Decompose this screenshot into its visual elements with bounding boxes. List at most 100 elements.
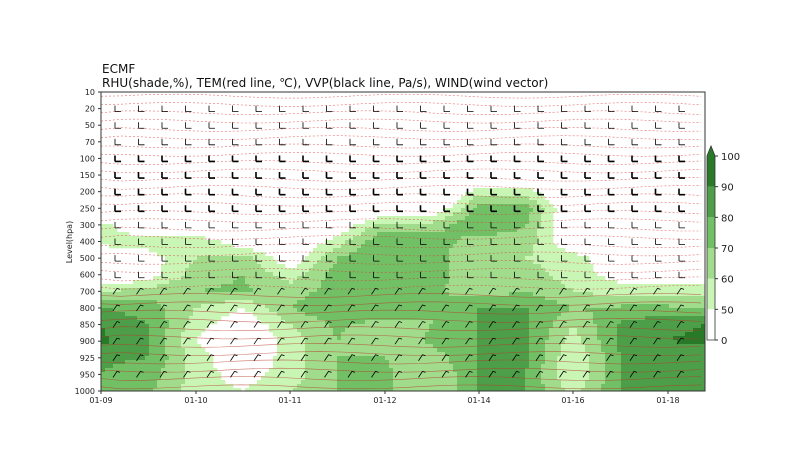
rhu-cell: [617, 320, 622, 325]
rhu-cell: [525, 232, 530, 237]
rhu-cell: [221, 252, 226, 257]
rhu-cell: [553, 360, 558, 365]
rhu-cell: [541, 368, 546, 373]
rhu-cell: [421, 228, 426, 233]
rhu-cell: [693, 300, 698, 305]
rhu-cell: [641, 288, 646, 293]
rhu-cell: [341, 296, 346, 301]
rhu-cell: [509, 356, 514, 361]
rhu-cell: [169, 344, 174, 349]
rhu-cell: [349, 368, 354, 373]
rhu-cell: [657, 356, 662, 361]
rhu-cell: [385, 224, 390, 229]
rhu-cell: [153, 336, 158, 341]
rhu-cell: [361, 264, 366, 269]
rhu-cell: [345, 236, 350, 241]
rhu-cell: [549, 240, 554, 245]
rhu-cell: [141, 300, 146, 305]
rhu-cell: [113, 368, 118, 373]
rhu-cell: [333, 376, 338, 381]
rhu-cell: [441, 320, 446, 325]
rhu-cell: [549, 340, 554, 345]
rhu-cell: [213, 284, 218, 289]
rhu-cell: [533, 284, 538, 289]
rhu-cell: [209, 260, 214, 265]
rhu-cell: [129, 352, 134, 357]
rhu-cell: [533, 240, 538, 245]
rhu-cell: [149, 324, 154, 329]
rhu-cell: [261, 296, 266, 301]
rhu-cell: [453, 272, 458, 277]
rhu-cell: [437, 276, 442, 281]
rhu-cell: [201, 308, 206, 313]
rhu-cell: [137, 348, 142, 353]
rhu-cell: [313, 260, 318, 265]
rhu-cell: [669, 324, 674, 329]
rhu-cell: [425, 372, 430, 377]
rhu-cell: [341, 232, 346, 237]
rhu-cell: [349, 228, 354, 233]
rhu-cell: [345, 300, 350, 305]
rhu-cell: [569, 376, 574, 381]
rhu-cell: [413, 356, 418, 361]
rhu-cell: [273, 376, 278, 381]
rhu-cell: [437, 284, 442, 289]
rhu-cell: [337, 272, 342, 277]
rhu-cell: [201, 364, 206, 369]
rhu-cell: [141, 364, 146, 369]
rhu-cell: [133, 300, 138, 305]
rhu-cell: [641, 284, 646, 289]
rhu-cell: [525, 344, 530, 349]
rhu-cell: [205, 268, 210, 273]
rhu-cell: [345, 332, 350, 337]
rhu-cell: [329, 272, 334, 277]
rhu-cell: [425, 324, 430, 329]
rhu-cell: [177, 248, 182, 253]
rhu-cell: [277, 264, 282, 269]
rhu-cell: [421, 348, 426, 353]
rhu-cell: [661, 300, 666, 305]
rhu-cell: [153, 348, 158, 353]
rhu-cell: [413, 224, 418, 229]
rhu-cell: [313, 332, 318, 337]
rhu-cell: [457, 200, 462, 205]
rhu-cell: [477, 248, 482, 253]
rhu-cell: [689, 284, 694, 289]
rhu-cell: [677, 316, 682, 321]
rhu-cell: [541, 288, 546, 293]
rhu-cell: [485, 252, 490, 257]
rhu-cell: [561, 264, 566, 269]
rhu-cell: [289, 272, 294, 277]
rhu-cell: [197, 268, 202, 273]
rhu-cell: [629, 312, 634, 317]
rhu-cell: [337, 288, 342, 293]
rhu-cell: [401, 340, 406, 345]
rhu-cell: [701, 352, 706, 357]
rhu-cell: [265, 300, 270, 305]
rhu-cell: [193, 240, 198, 245]
rhu-cell: [509, 232, 514, 237]
rhu-cell: [477, 316, 482, 321]
rhu-cell: [181, 340, 186, 345]
rhu-cell: [385, 340, 390, 345]
rhu-cell: [181, 240, 186, 245]
rhu-cell: [209, 312, 214, 317]
rhu-cell: [657, 312, 662, 317]
rhu-cell: [641, 336, 646, 341]
rhu-cell: [477, 336, 482, 341]
rhu-cell: [661, 376, 666, 381]
rhu-cell: [493, 304, 498, 309]
rhu-cell: [365, 372, 370, 377]
rhu-cell: [465, 316, 470, 321]
rhu-cell: [373, 356, 378, 361]
rhu-cell: [605, 288, 610, 293]
rhu-cell: [477, 348, 482, 353]
rhu-cell: [453, 208, 458, 213]
rhu-cell: [385, 260, 390, 265]
rhu-cell: [565, 352, 570, 357]
rhu-cell: [649, 364, 654, 369]
rhu-cell: [105, 300, 110, 305]
rhu-cell: [193, 324, 198, 329]
rhu-cell: [561, 332, 566, 337]
rhu-cell: [533, 348, 538, 353]
